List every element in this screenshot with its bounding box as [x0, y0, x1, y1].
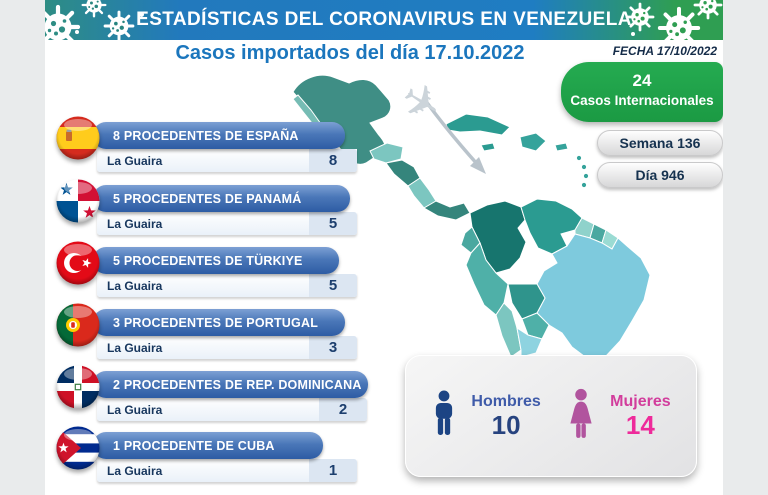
- spain-flag-icon: [55, 115, 101, 161]
- entry-row: La Guaira 5: [97, 274, 357, 297]
- entry-title: 5 PROCEDENTES DE PANAMÁ: [113, 191, 302, 206]
- entry-count: 5: [309, 274, 357, 297]
- male-label: Hombres: [471, 393, 541, 410]
- week-badge: Semana 136: [597, 130, 723, 156]
- total-cases-value: 24: [632, 71, 652, 90]
- entry-location: La Guaira: [107, 216, 163, 231]
- entry-row: La Guaira 8: [97, 149, 357, 172]
- male-value: 10: [491, 410, 521, 440]
- female-label: Mujeres: [610, 393, 671, 410]
- entry-title-bar: 8 PROCEDENTES DE ESPAÑA: [93, 122, 345, 149]
- entry-row: La Guaira 5: [97, 212, 357, 235]
- entry-count: 2: [319, 398, 367, 421]
- total-cases-label: Casos Internacionales: [570, 93, 714, 108]
- entry-portugal: 3 PROCEDENTES DE PORTUGAL La Guaira 3: [55, 303, 395, 365]
- entry-location: La Guaira: [107, 463, 163, 478]
- infographic-canvas: ESTADÍSTICAS DEL CORONAVIRUS EN VENEZUEL…: [45, 0, 723, 495]
- entry-row: La Guaira 2: [97, 398, 367, 421]
- panama-flag-icon: [55, 178, 101, 224]
- entry-panama: 5 PROCEDENTES DE PANAMÁ La Guaira 5: [55, 179, 395, 241]
- turkiye-flag-icon: [55, 240, 101, 286]
- entry-title: 3 PROCEDENTES DE PORTUGAL: [113, 315, 319, 330]
- female-value: 14: [625, 410, 655, 440]
- entry-title-bar: 3 PROCEDENTES DE PORTUGAL: [93, 309, 345, 336]
- entry-title-bar: 2 PROCEDENTES DE REP. DOMINICANA: [93, 371, 368, 398]
- latin-america-map: ✈: [292, 69, 651, 358]
- entry-cuba: 1 PROCEDENTE DE CUBA La Guaira 1: [55, 426, 395, 488]
- entry-title: 8 PROCEDENTES DE ESPAÑA: [113, 128, 299, 143]
- international-cases-box: 24 Casos Internacionales: [561, 62, 723, 122]
- entry-location: La Guaira: [107, 278, 163, 293]
- entry-row: La Guaira 3: [97, 336, 357, 359]
- male-group: Hombres 10: [431, 387, 541, 445]
- entry-row: La Guaira 1: [97, 459, 357, 482]
- page-title: ESTADÍSTICAS DEL CORONAVIRUS EN VENEZUEL…: [136, 9, 632, 30]
- entry-location: La Guaira: [107, 340, 163, 355]
- date-label: FECHA 17/10/2022: [612, 44, 717, 58]
- female-person-icon: [570, 388, 592, 438]
- entry-count: 5: [309, 212, 357, 235]
- entry-title-bar: 5 PROCEDENTES DE TÜRKIYE: [93, 247, 339, 274]
- entry-title: 5 PROCEDENTES DE TÜRKIYE: [113, 253, 303, 268]
- entry-count: 3: [309, 336, 357, 359]
- entry-location: La Guaira: [107, 402, 163, 417]
- dot-decoration: [75, 30, 79, 34]
- entry-dominican-republic: 2 PROCEDENTES DE REP. DOMINICANA La Guai…: [55, 365, 395, 427]
- subtitle: Casos importados del día 17.10.2022: [175, 42, 525, 64]
- cuba-flag-icon: [55, 425, 101, 471]
- dominican-republic-flag-icon: [55, 364, 101, 410]
- portugal-flag-icon: [55, 302, 101, 348]
- entry-title: 1 PROCEDENTE DE CUBA: [113, 438, 275, 453]
- dot-decoration: [139, 12, 144, 17]
- entry-count: 8: [309, 149, 357, 172]
- entry-title: 2 PROCEDENTES DE REP. DOMINICANA: [113, 377, 362, 392]
- female-group: Mujeres 14: [566, 387, 671, 445]
- entry-location: La Guaira: [107, 153, 163, 168]
- entry-count: 1: [309, 459, 357, 482]
- day-badge: Día 946: [597, 162, 723, 188]
- flight-arrow: [423, 98, 486, 174]
- entry-title-bar: 5 PROCEDENTES DE PANAMÁ: [93, 185, 350, 212]
- entry-spain: 8 PROCEDENTES DE ESPAÑA La Guaira 8: [55, 116, 395, 178]
- header-band: ESTADÍSTICAS DEL CORONAVIRUS EN VENEZUEL…: [45, 0, 723, 40]
- male-person-icon: [436, 390, 453, 435]
- entry-title-bar: 1 PROCEDENTE DE CUBA: [93, 432, 323, 459]
- gender-panel: Hombres 10 Mujeres 14: [405, 355, 697, 477]
- dot-decoration: [631, 32, 635, 36]
- entry-turkiye: 5 PROCEDENTES DE TÜRKIYE La Guaira 5: [55, 241, 395, 303]
